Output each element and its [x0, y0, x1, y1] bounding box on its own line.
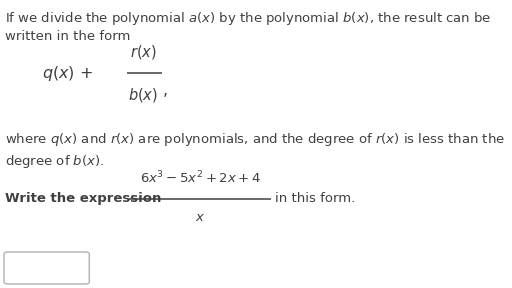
Text: where $q(x)$ and $r(x)$ are polynomials, and the degree of $r(x)$ is less than t: where $q(x)$ and $r(x)$ are polynomials,…	[5, 131, 505, 148]
Text: $6x^3 - 5x^2 + 2x + 4$: $6x^3 - 5x^2 + 2x + 4$	[139, 170, 261, 186]
Text: ,: ,	[162, 83, 167, 98]
Text: If we divide the polynomial $a(x)$ by the polynomial $b(x)$, the result can be: If we divide the polynomial $a(x)$ by th…	[5, 10, 492, 27]
Text: written in the form: written in the form	[5, 30, 130, 43]
Text: Write the expression: Write the expression	[5, 192, 161, 205]
Text: in this form.: in this form.	[274, 192, 355, 205]
Text: degree of $b(x)$.: degree of $b(x)$.	[5, 153, 104, 170]
Text: $q(x)\,+\,$: $q(x)\,+\,$	[42, 64, 94, 83]
Text: $b(x)$: $b(x)$	[129, 86, 158, 104]
FancyBboxPatch shape	[4, 252, 89, 284]
Text: $x$: $x$	[195, 211, 205, 224]
Text: $r(x)$: $r(x)$	[130, 43, 157, 61]
